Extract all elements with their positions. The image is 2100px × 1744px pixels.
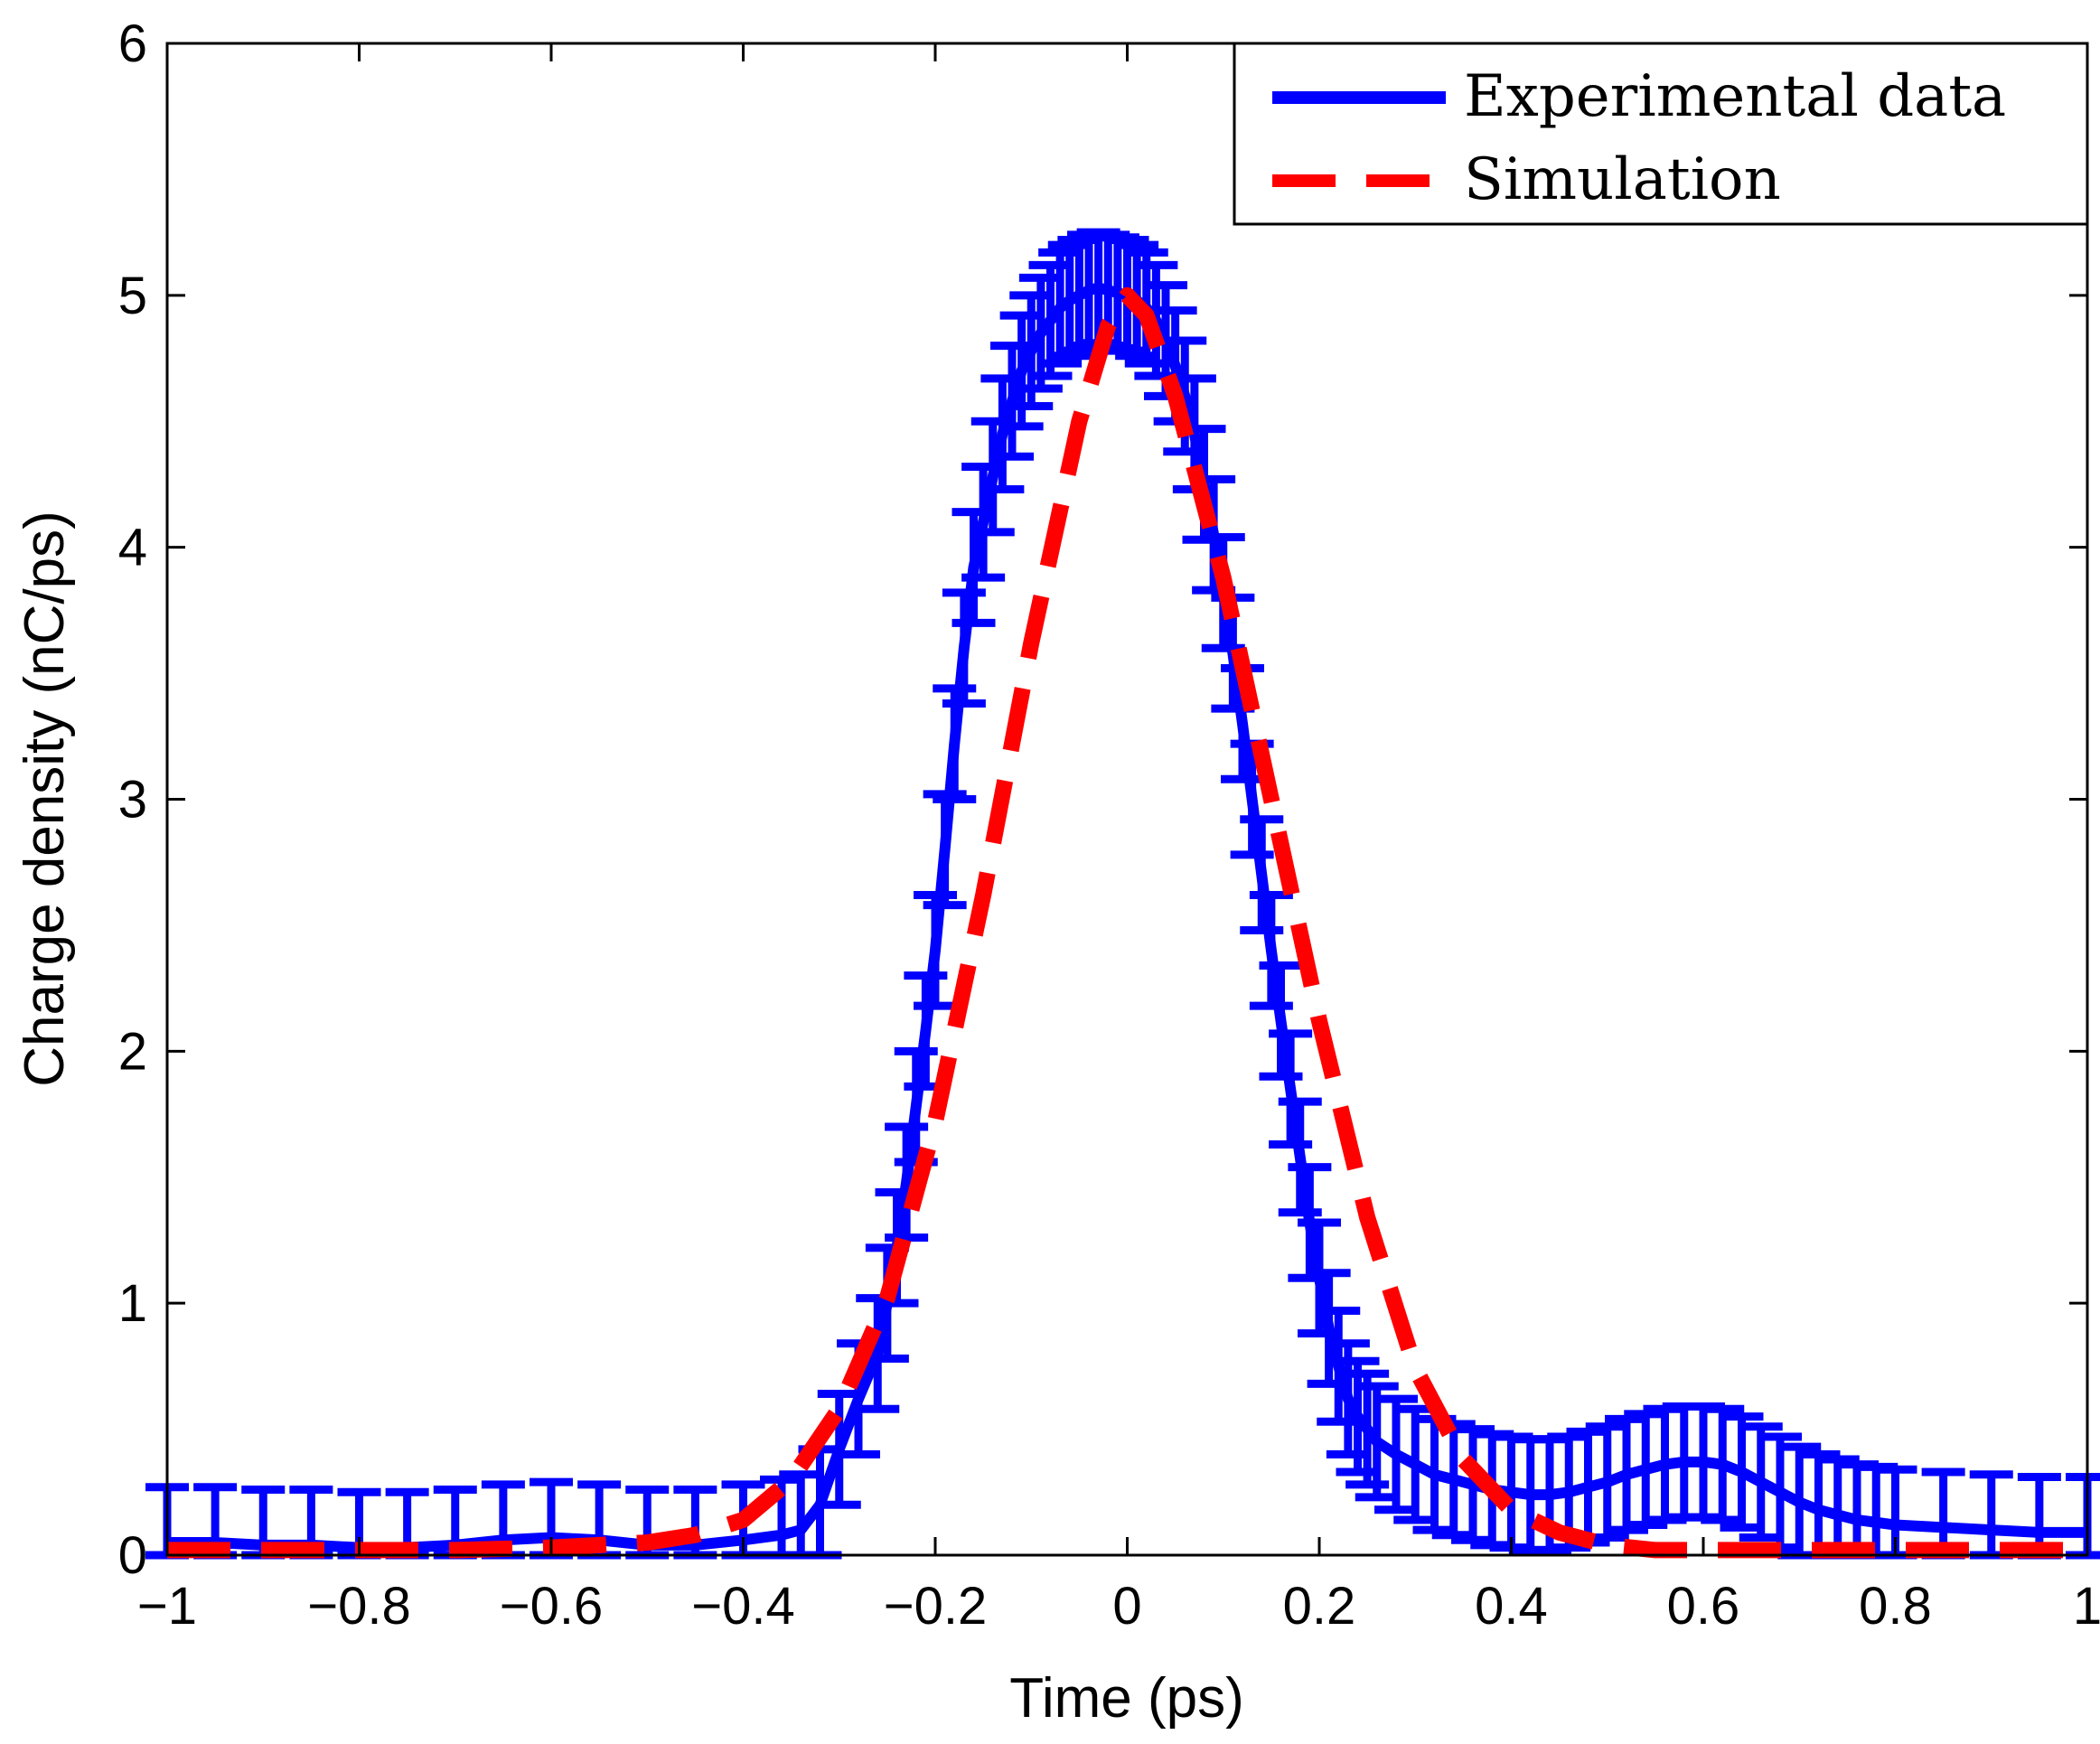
- x-tick-label: −0.2: [884, 1577, 988, 1636]
- axis-ticks: −1 −0.8 −0.6 −0.4 −0.2 0 0.2 0.4 0.6 0.8 1 0 1 2 3 4 5 6: [118, 14, 2100, 1636]
- x-tick-label: 0.6: [1667, 1577, 1740, 1636]
- y-tick-label: 5: [118, 267, 147, 325]
- legend-label-experimental: Experimental data: [1464, 63, 2006, 130]
- experimental-data-line: [167, 282, 2087, 1553]
- x-tick-label: −0.4: [691, 1577, 795, 1636]
- x-tick-label: 0: [1112, 1577, 1141, 1636]
- x-tick-label: 0.2: [1283, 1577, 1356, 1636]
- legend-label-simulation: Simulation: [1464, 146, 1781, 213]
- y-tick-label: 6: [118, 14, 147, 73]
- x-tick-label: −0.6: [500, 1577, 604, 1636]
- y-tick-label: 0: [118, 1526, 147, 1585]
- simulation-line: [167, 286, 2087, 1559]
- x-tick-label: −0.8: [307, 1577, 411, 1636]
- legend: Experimental data Simulation: [1233, 42, 2089, 226]
- x-tick-label: −1: [137, 1577, 197, 1636]
- x-tick-label: 0.8: [1859, 1577, 1932, 1636]
- y-tick-label: 1: [118, 1274, 147, 1333]
- y-axis-title: Charge density (nC/ps): [14, 511, 76, 1087]
- legend-box: [1233, 42, 2089, 226]
- y-tick-label: 4: [118, 519, 147, 577]
- x-tick-label: 0.4: [1475, 1577, 1548, 1636]
- x-tick-label: 1: [2073, 1577, 2100, 1636]
- y-tick-label: 2: [118, 1022, 147, 1081]
- y-tick-label: 3: [118, 771, 147, 830]
- x-axis-title: Time (ps): [1009, 1667, 1243, 1730]
- plot-data-layer: [145, 228, 2100, 1560]
